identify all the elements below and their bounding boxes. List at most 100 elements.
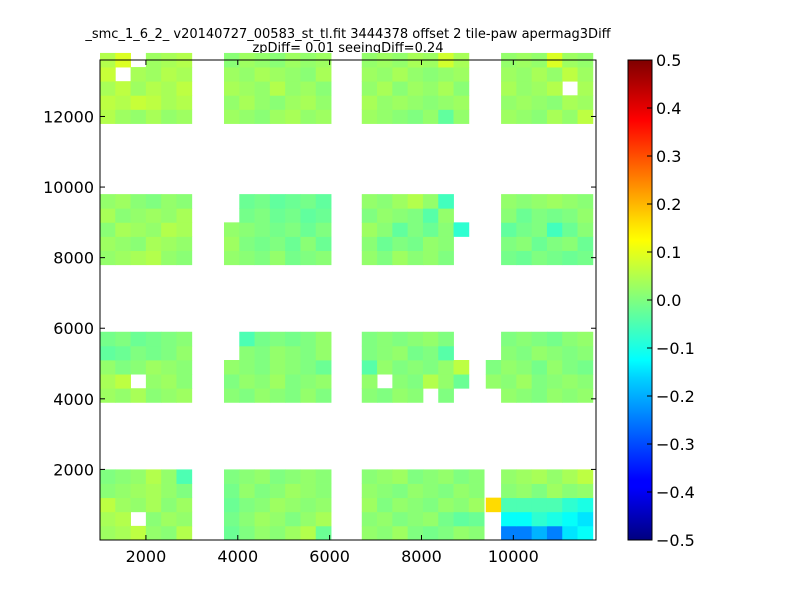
heatmap-cell [176, 208, 193, 223]
heatmap-cell [176, 81, 193, 96]
heatmap-cell [176, 331, 193, 347]
y-tick-label: 10000 [43, 178, 94, 197]
heatmap-cell [392, 525, 409, 541]
heatmap-cell [546, 109, 563, 124]
heatmap-cell [562, 222, 578, 237]
heatmap-cell [516, 360, 533, 375]
heatmap-cell [377, 483, 393, 499]
heatmap-cell [115, 81, 131, 96]
heatmap-cell [377, 388, 393, 403]
heatmap-cell [130, 469, 147, 484]
heatmap-cell [115, 360, 131, 375]
heatmap-cell [407, 95, 424, 110]
heatmap-cell [300, 331, 317, 347]
heatmap-cell [501, 331, 517, 347]
heatmap-cell [531, 67, 548, 82]
heatmap-cell [577, 469, 594, 484]
heatmap-cell [239, 67, 255, 82]
heatmap-cell [161, 236, 177, 251]
heatmap-cell [407, 497, 424, 513]
heatmap-cell [285, 67, 301, 82]
heatmap-cell [516, 497, 533, 513]
heatmap-cell [438, 483, 454, 499]
heatmap-cell [269, 483, 286, 499]
heatmap-cell [300, 345, 317, 361]
heatmap-cell [531, 345, 548, 361]
plot-frame [99, 59, 597, 541]
heatmap-cell [422, 109, 439, 124]
heatmap-cell [468, 525, 485, 541]
heatmap-cell [254, 250, 271, 266]
heatmap-cell [224, 109, 240, 124]
heatmap-cell [239, 331, 255, 347]
heatmap-cell [115, 497, 131, 513]
heatmap-cell [531, 497, 548, 513]
heatmap-cell [516, 109, 533, 124]
heatmap-cell [300, 67, 317, 82]
heatmap-cell [254, 236, 271, 251]
heatmap-cell [224, 95, 240, 110]
heatmap-cell [501, 511, 517, 527]
heatmap-cell [407, 374, 424, 389]
heatmap-cell [562, 511, 578, 527]
heatmap-cell [531, 208, 548, 223]
heatmap-cell [485, 374, 502, 389]
heatmap-cell [577, 95, 594, 110]
heatmap-cell [300, 497, 317, 513]
heatmap-cell [392, 483, 409, 499]
heatmap-cell [361, 208, 378, 223]
heatmap-cell [224, 525, 240, 541]
heatmap-cell [516, 236, 533, 251]
heatmap-cell [392, 109, 409, 124]
heatmap-cell [254, 497, 271, 513]
heatmap-cell [438, 525, 454, 541]
heatmap-cell [176, 194, 193, 209]
heatmap-cell [577, 81, 594, 96]
heatmap-cell [422, 511, 439, 527]
heatmap-cell [392, 374, 409, 389]
heatmap-cell [145, 497, 162, 513]
heatmap-cell [438, 250, 454, 266]
heatmap-cell [115, 222, 131, 237]
heatmap-cell [392, 222, 409, 237]
heatmap-cell [562, 374, 578, 389]
heatmap-cell [501, 374, 517, 389]
y-tick-label: 6000 [53, 319, 94, 338]
heatmap-cell [546, 208, 563, 223]
heatmap-cell [300, 388, 317, 403]
heatmap-cell [453, 360, 470, 375]
heatmap-cell [254, 374, 271, 389]
heatmap-cell [300, 483, 317, 499]
heatmap-cell [531, 525, 548, 541]
heatmap-cell [285, 345, 301, 361]
heatmap-cell [422, 483, 439, 499]
heatmap-cell [501, 236, 517, 251]
heatmap-cell [176, 469, 193, 484]
heatmap-cell [176, 483, 193, 499]
heatmap-cell [392, 331, 409, 347]
heatmap-cell [145, 194, 162, 209]
heatmap-cell [130, 497, 147, 513]
heatmap-cell [285, 194, 301, 209]
heatmap-cell [531, 374, 548, 389]
heatmap-cell [577, 497, 594, 513]
heatmap-cell [115, 469, 131, 484]
heatmap-cell [145, 469, 162, 484]
heatmap-cell [176, 67, 193, 82]
heatmap-cell [407, 194, 424, 209]
heatmap-cell [392, 497, 409, 513]
heatmap-cell [115, 109, 131, 124]
heatmap-cell [438, 208, 454, 223]
heatmap-cell [145, 95, 162, 110]
heatmap-cell [377, 360, 393, 375]
heatmap-cell [269, 109, 286, 124]
heatmap-cell [501, 360, 517, 375]
heatmap-cell [422, 374, 439, 389]
heatmap-cell [453, 483, 470, 499]
heatmap-cell [269, 67, 286, 82]
heatmap-cell [392, 250, 409, 266]
heatmap-cell [239, 345, 255, 361]
heatmap-cell [161, 511, 177, 527]
heatmap-cell [577, 374, 594, 389]
